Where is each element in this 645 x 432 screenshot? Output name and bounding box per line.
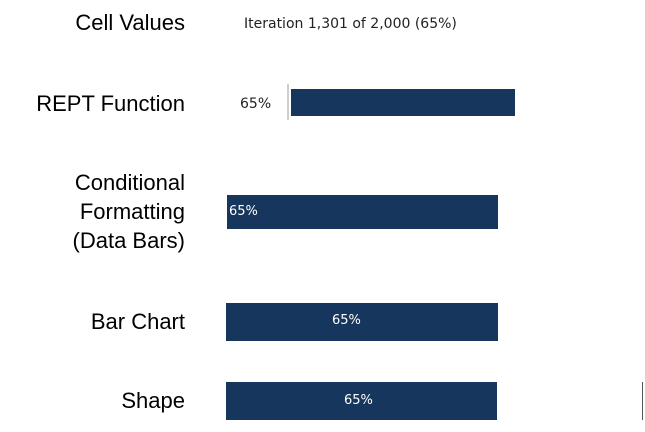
row-label-cell-values: Cell Values [75,8,185,37]
rept-percent-text: 65% [240,96,272,112]
row-label-rept-function: REPT Function [36,89,185,118]
label-line: (Data Bars) [72,228,185,253]
shape-percent-text: 65% [344,393,373,408]
label-line: Bar Chart [90,309,185,334]
divider-line [642,382,643,420]
label-line: Conditional [74,170,185,195]
bar-chart-percent-text: 65% [332,313,361,328]
row-label-conditional-formatting: Conditional Formatting (Data Bars) [73,168,185,255]
data-bar [227,195,498,229]
row-label-shape: Shape [121,386,185,415]
rept-cell-edge [287,84,289,120]
progress-shape [226,382,497,420]
label-line: REPT Function [36,91,185,116]
cell-value-iteration-text: Iteration 1,301 of 2,000 (65%) [244,16,457,32]
row-label-bar-chart: Bar Chart [91,307,185,336]
rept-function-bar [291,89,515,116]
label-line: Shape [121,388,185,413]
label-line: Cell Values [75,10,185,35]
bar-chart-bar [226,303,498,341]
data-bar-percent-text: 65% [229,204,258,219]
label-line: Formatting [79,199,185,224]
